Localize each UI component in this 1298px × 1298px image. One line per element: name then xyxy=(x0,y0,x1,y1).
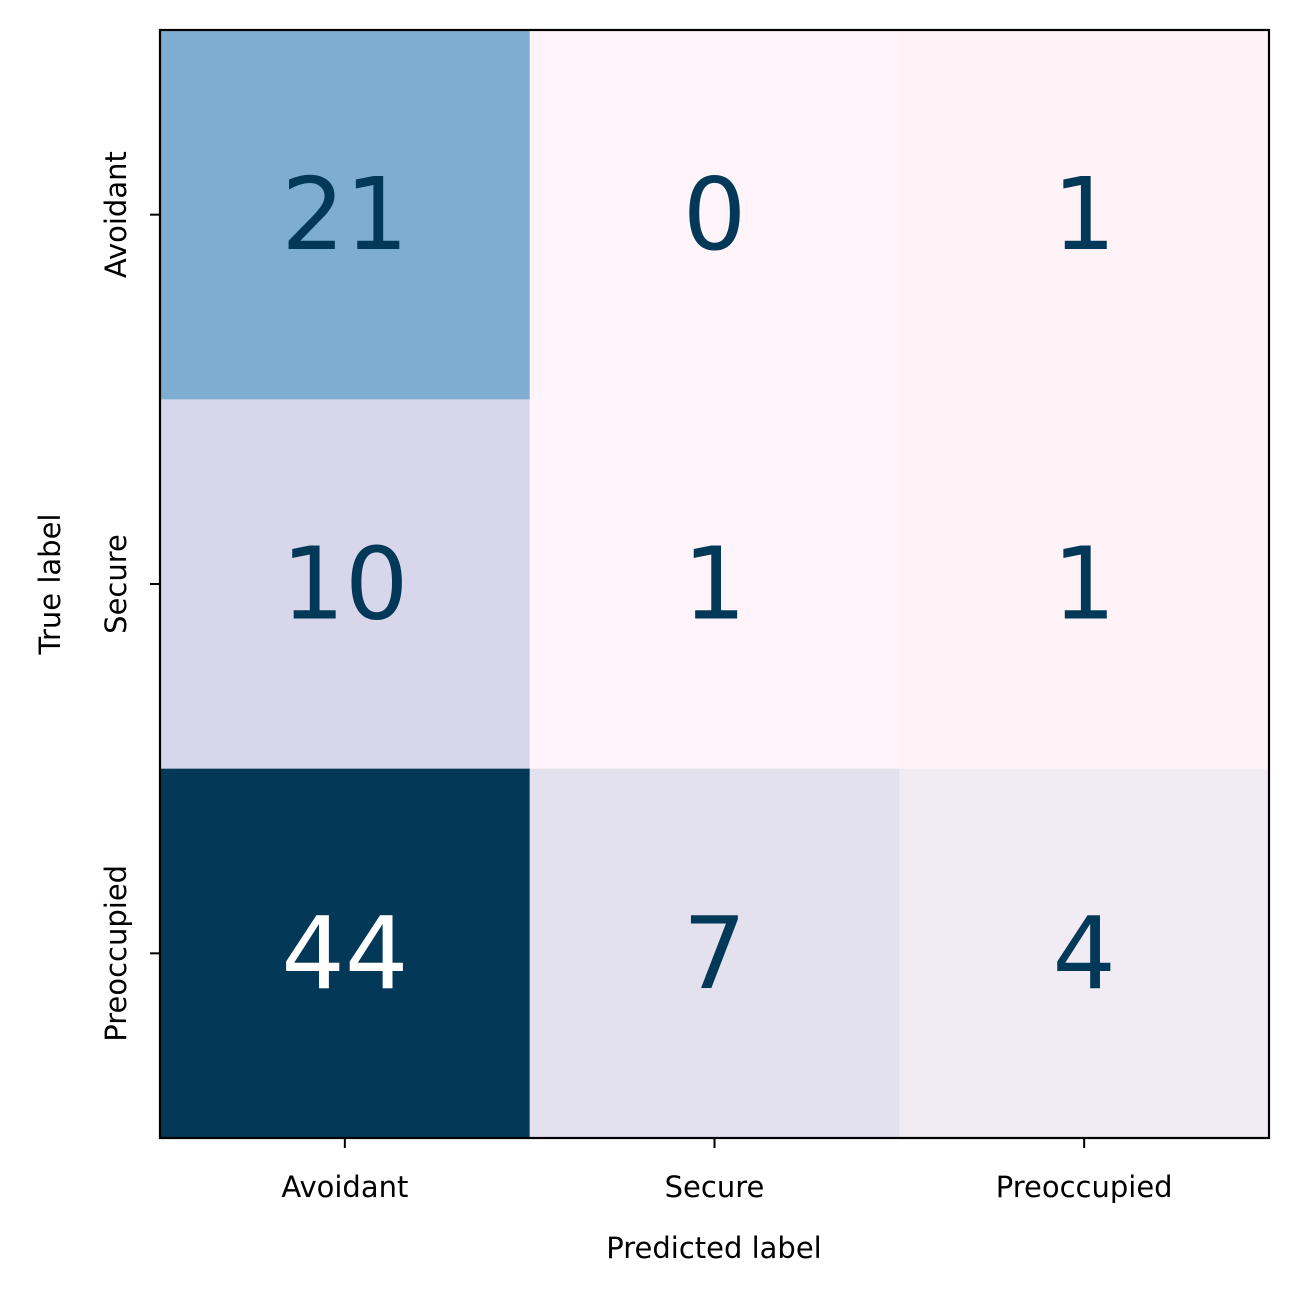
x-tick-label: Preoccupied xyxy=(996,1170,1173,1204)
heatmap-cell xyxy=(529,768,900,1139)
heatmap-cell xyxy=(160,30,531,400)
cell-value-label: 4 xyxy=(1052,895,1116,1012)
heatmap-cell xyxy=(160,399,531,770)
cell-value-label: 1 xyxy=(683,526,747,643)
heatmap-cells xyxy=(160,30,1270,1139)
y-axis-ticks: Avoidant Secure Preoccupied xyxy=(99,151,160,1042)
x-tick-label: Secure xyxy=(665,1170,765,1204)
cell-value-label: 1 xyxy=(1052,156,1116,273)
heatmap-cell xyxy=(899,399,1270,770)
heatmap-cell xyxy=(899,768,1270,1139)
cell-value-label: 44 xyxy=(281,895,408,1012)
cell-value-labels: 21 0 1 10 1 1 44 7 4 xyxy=(281,156,1116,1012)
heatmap-cell xyxy=(899,30,1270,400)
x-tick-label: Avoidant xyxy=(281,1170,408,1204)
x-axis-label: Predicted label xyxy=(606,1231,822,1265)
y-axis-label: True label xyxy=(33,514,67,656)
cell-value-label: 21 xyxy=(281,156,408,273)
y-tick-label: Preoccupied xyxy=(99,865,133,1042)
y-tick-label: Secure xyxy=(99,534,133,634)
cell-value-label: 10 xyxy=(281,526,408,643)
x-axis-ticks: Avoidant Secure Preoccupied xyxy=(281,1138,1173,1204)
heatmap-cell xyxy=(160,768,531,1139)
heatmap-cell xyxy=(529,30,900,400)
cell-value-label: 0 xyxy=(683,156,747,273)
cell-value-label: 1 xyxy=(1052,526,1116,643)
y-tick-label: Avoidant xyxy=(99,151,133,278)
heatmap-cell xyxy=(529,399,900,770)
cell-value-label: 7 xyxy=(683,895,747,1012)
